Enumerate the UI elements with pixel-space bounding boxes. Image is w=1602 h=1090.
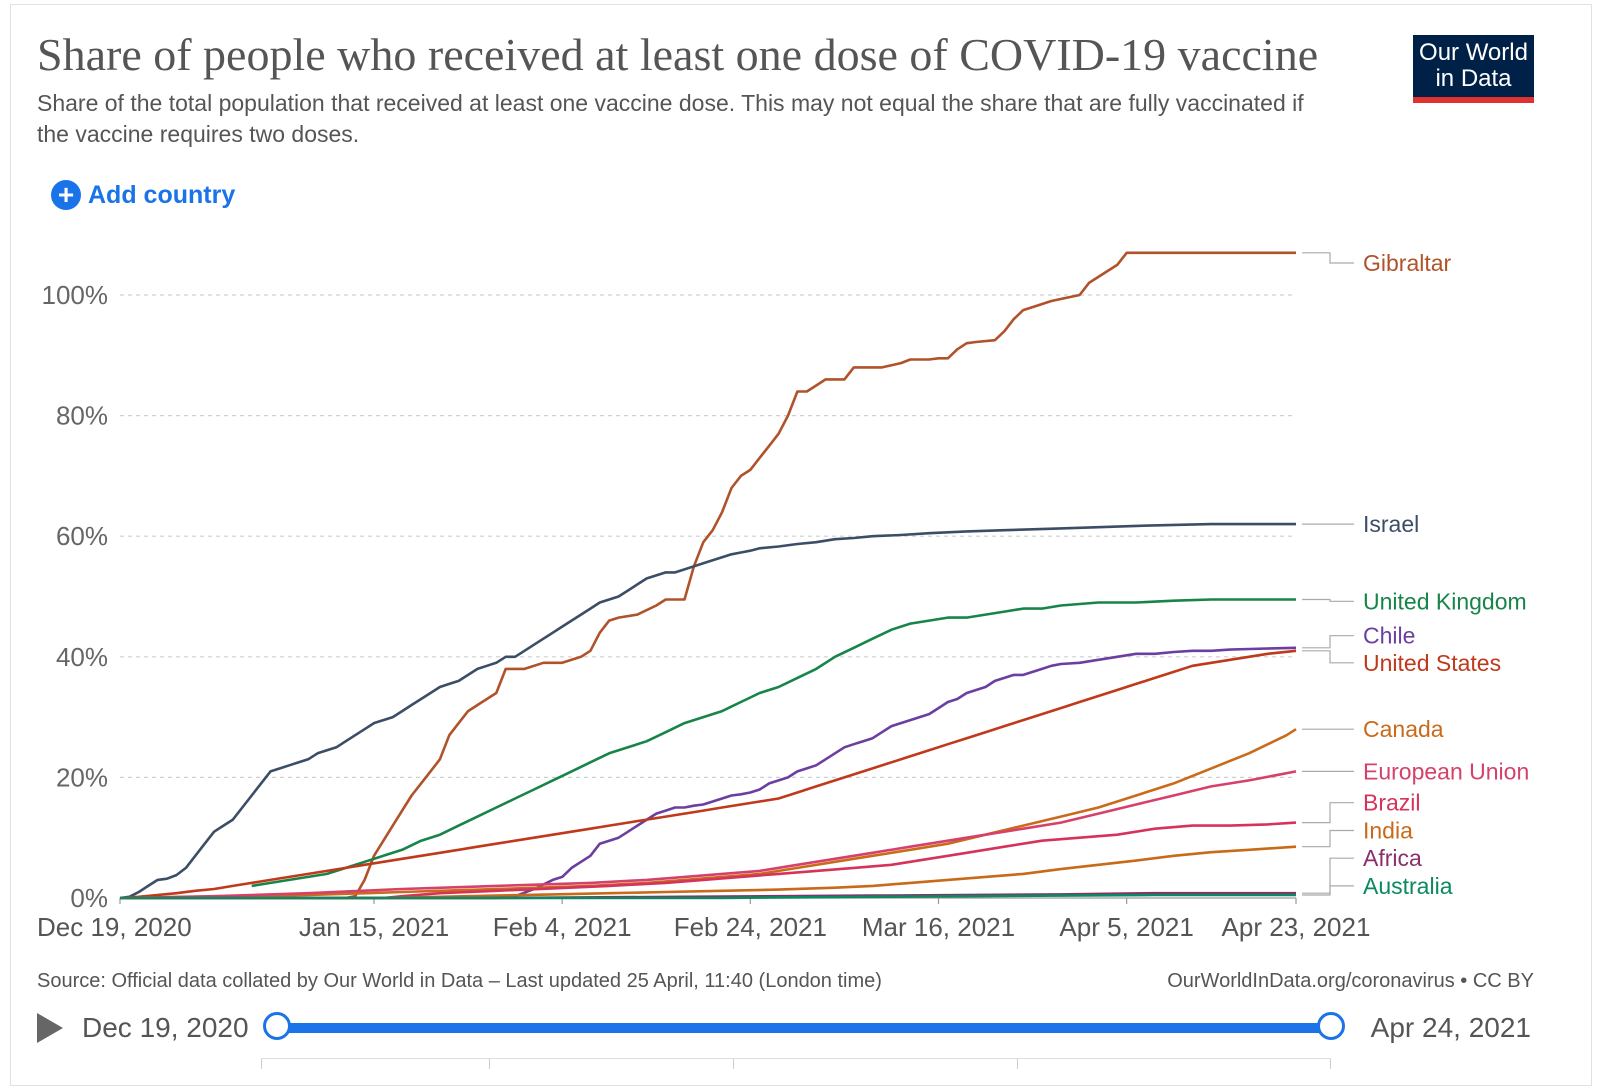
x-tick-label: Feb 4, 2021 — [493, 912, 632, 942]
series-line-united-states — [119, 649, 1297, 900]
timeline-tick — [1017, 1059, 1018, 1069]
timeline-ticks — [261, 1058, 1331, 1069]
timeline: Dec 19, 2020 Apr 24, 2021 — [37, 1010, 1537, 1050]
leader-line — [1302, 598, 1354, 602]
series-line-canada — [119, 728, 1297, 900]
line-chart: 0% 20% 40% 60% 80% 100% Dec 19, 2020 Jan 15, 20… — [37, 250, 1529, 942]
timeline-tick — [489, 1059, 490, 1069]
leader-line — [1302, 829, 1354, 848]
timeline-start-label: Dec 19, 2020 — [82, 1012, 249, 1043]
series-line-gibraltar — [327, 251, 1296, 900]
timeline-end-handle[interactable] — [1317, 1012, 1345, 1040]
logo-line-1: Our World — [1419, 39, 1528, 66]
timeline-tick — [1330, 1059, 1331, 1069]
timeline-track[interactable] — [275, 1023, 1329, 1033]
series-line-israel — [119, 522, 1296, 900]
y-tick-label: 40% — [56, 642, 108, 672]
y-tick-label: 0% — [70, 883, 108, 913]
footer-source: Source: Official data collated by Our Wo… — [37, 970, 882, 992]
play-icon[interactable] — [37, 1013, 63, 1043]
leader-line — [1302, 650, 1354, 664]
series-label: Gibraltar — [1363, 250, 1452, 276]
leader-line — [1302, 635, 1354, 649]
chart-subtitle: Share of the total population that recei… — [37, 90, 1304, 147]
x-tick-label: Feb 24, 2021 — [674, 912, 827, 942]
leader-line — [1302, 885, 1354, 896]
x-tick-label: Dec 19, 2020 — [37, 912, 192, 942]
leader-line — [1302, 252, 1354, 264]
y-tick-label: 100% — [42, 280, 109, 310]
series-label: Brazil — [1363, 790, 1421, 816]
y-tick-label: 60% — [56, 521, 108, 551]
series-label: Israel — [1363, 511, 1419, 537]
series-line-brazil — [120, 821, 1297, 900]
series-line-australia — [120, 893, 1296, 900]
leader-line — [1302, 802, 1354, 824]
timeline-tick — [261, 1059, 262, 1069]
x-tick-label: Apr 23, 2021 — [1222, 912, 1371, 942]
series-label: Australia — [1363, 873, 1453, 899]
x-tick-label: Mar 16, 2021 — [862, 912, 1015, 942]
series-label: Canada — [1363, 716, 1444, 742]
leader-line — [1302, 857, 1354, 894]
chart-frame — [10, 4, 1592, 1086]
timeline-start-handle[interactable] — [263, 1012, 291, 1040]
y-tick-label: 20% — [56, 762, 108, 792]
series-line-chile — [120, 646, 1297, 900]
x-tick-label: Jan 15, 2021 — [299, 912, 449, 942]
plus-icon: + — [51, 180, 81, 210]
y-tick-label: 80% — [56, 401, 108, 431]
owid-logo[interactable]: Our World in Data — [1413, 35, 1534, 103]
series-label: India — [1363, 817, 1413, 843]
series-label: Chile — [1363, 623, 1415, 649]
add-country-button[interactable]: + Add country — [51, 180, 235, 210]
series-label: United Kingdom — [1363, 588, 1527, 614]
timeline-end-label: Apr 24, 2021 — [1370, 1012, 1531, 1043]
logo-line-2: in Data — [1435, 65, 1512, 92]
series-line-european-union — [119, 770, 1297, 900]
x-tick-label: Apr 5, 2021 — [1059, 912, 1193, 942]
series-label: United States — [1363, 650, 1501, 676]
series-label: Africa — [1363, 845, 1422, 871]
series-line-united-kingdom — [251, 598, 1296, 888]
series-line-india — [120, 845, 1297, 900]
chart-title: Share of people who received at least on… — [37, 29, 1319, 80]
add-country-label: Add country — [88, 180, 236, 209]
footer-link[interactable]: OurWorldInData.org/coronavirus • CC BY — [1167, 970, 1534, 992]
timeline-tick — [733, 1059, 734, 1069]
series-label: European Union — [1363, 758, 1529, 784]
